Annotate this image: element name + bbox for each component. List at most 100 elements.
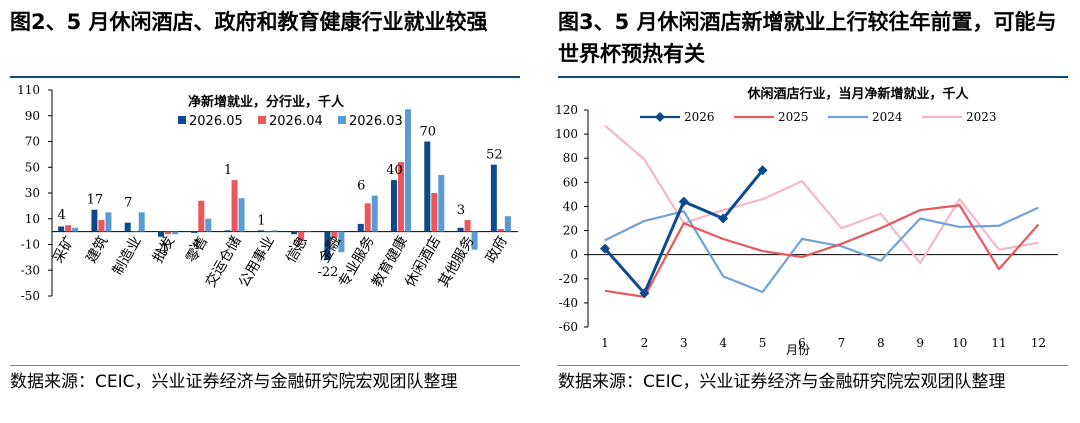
left-bar-2026.04: [497, 229, 504, 232]
left-source-rule: [10, 365, 520, 366]
left-bar-2026.03: [172, 231, 178, 235]
right-y-tick-label: -40: [559, 296, 578, 310]
right-x-tick-label: 11: [991, 336, 1006, 350]
right-marker-2026: [718, 213, 729, 224]
right-chart-title: 休闲酒店行业，当月净新增就业，千人: [746, 86, 969, 102]
left-legend-label: 2026.04: [269, 114, 323, 129]
right-source-note: 数据来源：CEIC，兴业证券经济与金融研究院宏观团队整理: [558, 372, 1006, 392]
left-bar-2026.04: [65, 225, 72, 232]
left-data-label: -4: [155, 242, 168, 257]
left-bar-2026.04: [264, 231, 271, 233]
left-bar-2026.03: [438, 174, 445, 232]
left-source-note: 数据来源：CEIC，兴业证券经济与金融研究院宏观团队整理: [10, 372, 458, 392]
left-category-label: 信息: [282, 233, 311, 266]
right-marker-2026: [639, 288, 650, 299]
left-category-label: 政府: [483, 234, 511, 266]
right-x-tick-label: 12: [1031, 336, 1046, 350]
right-y-tick-label: 0: [570, 248, 578, 262]
left-bar-2026.03: [371, 195, 378, 232]
left-bar-2026.03: [105, 212, 112, 232]
left-data-label: -1: [188, 238, 201, 253]
right-y-tick-label: 120: [555, 103, 578, 117]
left-bar-2026.05: [490, 164, 497, 232]
left-bar-2026.04: [331, 231, 338, 239]
right-legend-marker-2026: [655, 112, 665, 122]
right-y-tick-label: 40: [563, 199, 578, 213]
right-x-tick-label: 9: [916, 336, 924, 350]
left-y-tick-label: -10: [21, 238, 40, 252]
left-bar-2026.05: [91, 209, 98, 232]
right-x-tick-label: 5: [759, 336, 767, 350]
left-y-tick-label: -30: [21, 263, 40, 277]
left-bar-2026.05: [357, 223, 364, 232]
left-bar-2026.04: [464, 220, 471, 232]
right-legend-label: 2026: [684, 110, 715, 124]
left-bar-2026.05: [124, 222, 131, 232]
right-y-tick-label: -20: [559, 272, 578, 286]
left-legend: 净新增就业，分行业，千人 2026.05 2026.04 2026.03: [178, 94, 403, 129]
left-data-label: 70: [420, 125, 437, 140]
right-x-tick-label: 1: [601, 336, 609, 350]
left-bar-2026.03: [271, 230, 278, 232]
left-data-label: 40: [386, 163, 403, 178]
left-bar-2026.04: [364, 203, 371, 232]
right-legend-label: 2025: [778, 110, 809, 124]
right-marker-2026: [600, 243, 610, 254]
left-bar-2026.05: [224, 230, 231, 232]
left-category-label: 采矿: [50, 234, 78, 266]
left-category-label: 建筑: [84, 234, 112, 266]
left-data-label: 1: [257, 213, 265, 228]
left-legend-swatch-2026.04: [258, 116, 266, 124]
right-marker-2026: [678, 196, 689, 207]
left-panel: 图2、5 月休闲酒店、政府和教育健康行业就业较强 110 90 70 50 30 10 -1…: [0, 0, 530, 423]
left-bar-2026.04: [198, 200, 205, 232]
right-x-tick-label: 8: [877, 336, 885, 350]
right-y-tick-label: -60: [559, 320, 578, 334]
right-y-tick-label: 100: [555, 127, 578, 141]
left-bar-2026.04: [131, 231, 138, 233]
left-y-tick-label: 10: [25, 212, 40, 226]
left-legend-swatch-2026.03: [338, 116, 346, 124]
left-bar-2026.03: [205, 218, 212, 232]
left-bar-2026.04: [298, 231, 305, 241]
left-bar-2026.05: [424, 141, 431, 232]
left-bar-2026.04: [231, 180, 238, 232]
left-bar-2026.03: [405, 109, 411, 232]
right-marker-2026: [757, 165, 768, 176]
left-y-tick-label: 30: [25, 186, 40, 200]
left-bar-2026.05: [158, 231, 164, 237]
right-y-tick-label: 80: [563, 151, 578, 165]
left-y-tick-label: -50: [21, 289, 40, 303]
right-legend-label: 2023: [966, 110, 997, 124]
right-source-rule: [558, 365, 1068, 366]
left-bar-2026.03: [471, 231, 478, 250]
right-panel: 图3、5 月休闲酒店新增就业上行较往年前置，可能与世界杯预热有关 120 100 8…: [548, 0, 1078, 423]
left-y-tick-label: 50: [25, 160, 40, 174]
right-y-tick-label: 60: [563, 175, 578, 189]
left-data-label: -22: [317, 265, 338, 280]
left-y-tick-label: 70: [25, 135, 40, 149]
left-bar-2026.05: [291, 231, 298, 235]
right-x-tick-label: 7: [838, 336, 846, 350]
left-category-label: 制造业: [110, 234, 145, 278]
left-bar-2026.03: [338, 231, 345, 253]
right-x-tick-label: 10: [952, 336, 967, 350]
right-figure-title: 图3、5 月休闲酒店新增就业上行较往年前置，可能与世界杯预热有关: [558, 10, 1057, 66]
left-data-label: -2: [288, 239, 301, 254]
left-bar-2026.05: [257, 230, 264, 232]
left-data-label: 3: [457, 203, 465, 218]
left-bar-2026.04: [165, 231, 171, 235]
left-bar-2026.05: [58, 226, 65, 232]
left-bar-2026.03: [504, 216, 511, 232]
left-legend-label: 2026.05: [189, 114, 243, 129]
right-line-2024: [604, 206, 1039, 294]
left-bar-2026.04: [398, 162, 404, 232]
left-bar-2026.05: [457, 227, 464, 232]
left-bar-2026.03: [138, 212, 145, 232]
right-legend-label: 2024: [872, 110, 903, 124]
left-y-tick-label: 90: [25, 109, 40, 123]
left-bar-2026.03: [238, 198, 245, 232]
left-legend-swatch-2026.05: [178, 116, 186, 124]
